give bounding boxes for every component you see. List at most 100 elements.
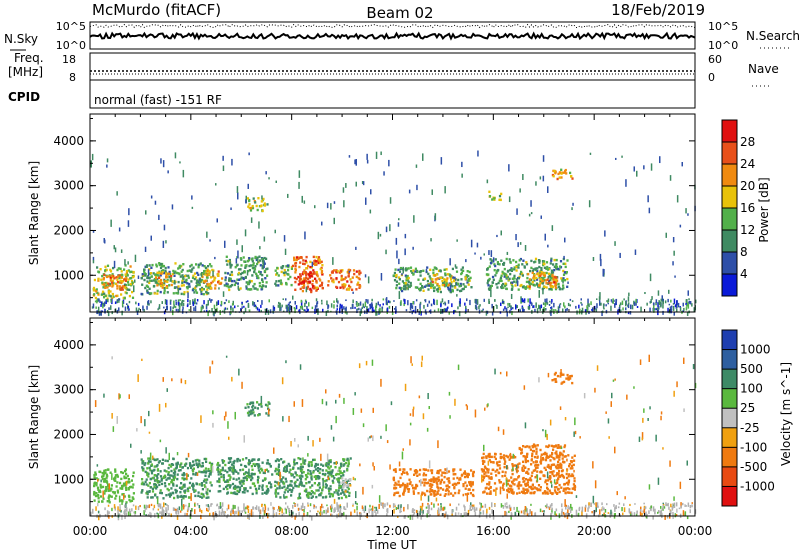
- echo-cell: [510, 476, 512, 478]
- echo-cell: [439, 482, 441, 484]
- echo-cell: [570, 460, 572, 462]
- echo-cell: [200, 291, 202, 293]
- echo-cell: [492, 469, 494, 471]
- echo-cell: [280, 282, 282, 284]
- echo-cell: [529, 270, 531, 272]
- echo-cell: [334, 201, 336, 204]
- echo-cell: [100, 279, 102, 281]
- echo-cell: [172, 483, 174, 485]
- echo-cell: [231, 271, 233, 273]
- echo-cell: [536, 283, 538, 285]
- echo-cell: [431, 469, 433, 471]
- echo-cell: [315, 260, 317, 262]
- echo-cell: [429, 406, 431, 409]
- echo-cell: [515, 261, 517, 263]
- nave-tick-top: 60: [708, 53, 722, 66]
- echo-cell: [412, 269, 414, 271]
- echo-cell: [144, 419, 146, 426]
- echo-cell: [141, 359, 143, 361]
- echo-cell: [319, 438, 321, 442]
- echo-cell: [174, 473, 176, 475]
- echo-cell: [349, 278, 351, 280]
- echo-cell: [426, 266, 428, 268]
- echo-cell: [504, 475, 506, 477]
- echo-cell: [619, 253, 621, 258]
- echo-cell: [538, 259, 540, 261]
- echo-cell: [192, 488, 194, 490]
- echo-cell: [688, 290, 690, 295]
- echo-cell: [297, 276, 299, 278]
- echo-cell: [552, 463, 554, 465]
- echo-cell: [312, 471, 314, 473]
- echo-cell: [282, 377, 284, 384]
- echo-cell: [570, 475, 572, 477]
- echo-cell: [163, 160, 165, 167]
- echo-cell: [370, 210, 372, 214]
- echo-cell: [121, 276, 123, 278]
- echo-cell: [653, 302, 655, 305]
- echo-cell: [170, 279, 172, 281]
- echo-cell: [185, 380, 187, 384]
- echo-cell: [219, 464, 221, 466]
- echo-cell: [467, 270, 469, 272]
- echo-cell: [545, 234, 547, 241]
- echo-cell: [196, 280, 198, 282]
- echo-cell: [245, 471, 247, 473]
- echo-cell: [545, 459, 547, 461]
- echo-cell: [235, 412, 237, 419]
- echo-cell: [119, 482, 121, 484]
- echo-cell: [633, 386, 635, 388]
- echo-cell: [416, 299, 418, 301]
- echo-cell: [248, 463, 250, 465]
- echo-cell: [573, 432, 575, 437]
- echo-cell: [94, 476, 96, 478]
- echo-cell: [179, 496, 181, 498]
- echo-cell: [262, 462, 264, 464]
- echo-cell: [219, 282, 221, 284]
- echo-cell: [306, 301, 308, 304]
- echo-cell: [619, 503, 621, 505]
- echo-cell: [367, 160, 369, 164]
- echo-cell: [531, 212, 533, 214]
- echo-cell: [322, 287, 324, 289]
- echo-cell: [171, 284, 173, 286]
- echo-cell: [528, 446, 530, 448]
- echo-cell: [128, 284, 130, 286]
- echo-cell: [536, 470, 538, 472]
- echo-cell: [261, 310, 263, 312]
- echo-cell: [98, 307, 100, 312]
- echo-cell: [241, 276, 243, 278]
- echo-cell: [314, 272, 316, 274]
- echo-cell: [265, 285, 267, 287]
- echo-cell: [433, 290, 435, 292]
- echo-cell: [525, 478, 527, 480]
- echo-cell: [461, 474, 463, 476]
- echo-cell: [227, 421, 229, 429]
- echo-cell: [456, 289, 458, 291]
- echo-cell: [530, 260, 532, 262]
- echo-cell: [258, 256, 260, 258]
- echo-cell: [432, 189, 434, 195]
- echo-cell: [650, 299, 652, 303]
- echo-cell: [553, 175, 555, 177]
- echo-cell: [403, 267, 405, 274]
- echo-cell: [520, 242, 522, 245]
- echo-cell: [237, 264, 239, 266]
- echo-cell: [137, 374, 139, 382]
- echo-cell: [264, 492, 266, 494]
- echo-cell: [363, 423, 365, 427]
- echo-cell: [145, 210, 147, 214]
- echo-cell: [565, 492, 567, 494]
- echo-cell: [473, 471, 475, 473]
- echo-cell: [387, 440, 389, 443]
- echo-cell: [328, 477, 330, 480]
- echo-cell: [294, 401, 296, 407]
- echo-cell: [298, 444, 300, 447]
- echo-cell: [571, 375, 573, 377]
- echo-cell: [427, 280, 429, 282]
- echo-cell: [559, 491, 561, 493]
- echo-cell: [197, 274, 199, 276]
- echo-cell: [302, 196, 304, 203]
- echo-cell: [121, 270, 123, 272]
- echo-cell: [331, 303, 333, 307]
